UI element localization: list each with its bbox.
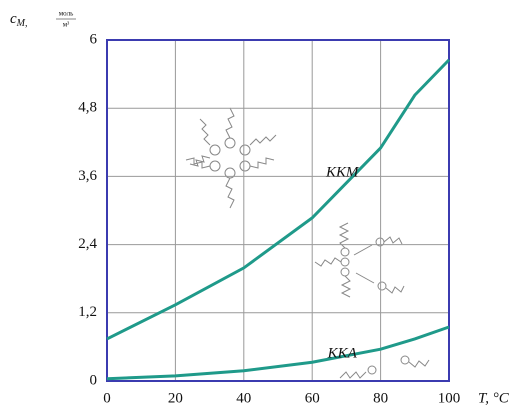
x-tick-label: 100 xyxy=(438,390,461,406)
y-tick-label: 1,2 xyxy=(78,304,97,320)
x-tick-label: 20 xyxy=(168,390,183,406)
series-line xyxy=(106,58,451,341)
y-label-symbol: c xyxy=(10,11,17,27)
y-tick-label: 6 xyxy=(90,31,98,47)
y-label-unit-bottom: м³ xyxy=(63,21,70,29)
molecule-sketches xyxy=(185,107,430,379)
x-tick-label: 60 xyxy=(305,390,320,406)
y-label-unit-top: моль xyxy=(59,10,74,18)
series-label: ККА xyxy=(327,346,358,362)
y-label-subscript: M, xyxy=(16,18,28,29)
plot-frame xyxy=(106,39,450,382)
y-axis-label: cM, xyxy=(10,11,28,29)
y-tick-label: 3,6 xyxy=(78,168,97,184)
x-tick-label: 80 xyxy=(373,390,388,406)
series-label: ККМ xyxy=(325,164,360,180)
y-tick-label: 2,4 xyxy=(78,236,97,252)
x-tick-label: 0 xyxy=(103,390,111,406)
y-tick-label: 4,8 xyxy=(78,100,97,116)
x-axis-label: T, °C xyxy=(478,390,510,406)
series-line xyxy=(106,325,450,381)
y-tick-label: 0 xyxy=(90,372,98,388)
x-tick-label: 40 xyxy=(236,390,251,406)
